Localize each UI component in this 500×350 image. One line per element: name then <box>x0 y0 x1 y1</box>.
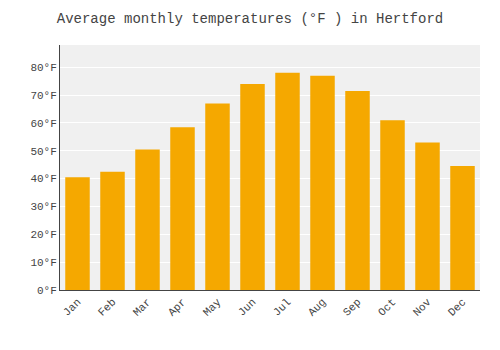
svg-text:May: May <box>201 296 224 319</box>
svg-text:Aug: Aug <box>306 296 328 318</box>
svg-text:40°F: 40°F <box>30 173 56 185</box>
svg-text:Dec: Dec <box>446 296 468 318</box>
svg-text:60°F: 60°F <box>30 118 56 130</box>
svg-text:Oct: Oct <box>376 296 398 318</box>
svg-text:Apr: Apr <box>166 296 188 318</box>
svg-text:70°F: 70°F <box>30 90 56 102</box>
svg-text:Average monthly temperatures (: Average monthly temperatures (°F ) in He… <box>57 11 443 27</box>
svg-text:0°F: 0°F <box>37 285 57 297</box>
svg-text:80°F: 80°F <box>30 62 56 74</box>
svg-text:10°F: 10°F <box>30 257 56 269</box>
svg-text:50°F: 50°F <box>30 146 56 158</box>
svg-text:Jan: Jan <box>61 296 83 318</box>
svg-text:30°F: 30°F <box>30 201 56 213</box>
svg-text:Feb: Feb <box>96 296 118 318</box>
svg-text:20°F: 20°F <box>30 229 56 241</box>
svg-text:Mar: Mar <box>131 296 153 318</box>
svg-text:Nov: Nov <box>411 296 434 319</box>
svg-text:Jul: Jul <box>271 296 293 318</box>
svg-text:Jun: Jun <box>236 296 258 318</box>
svg-text:Sep: Sep <box>341 296 363 318</box>
